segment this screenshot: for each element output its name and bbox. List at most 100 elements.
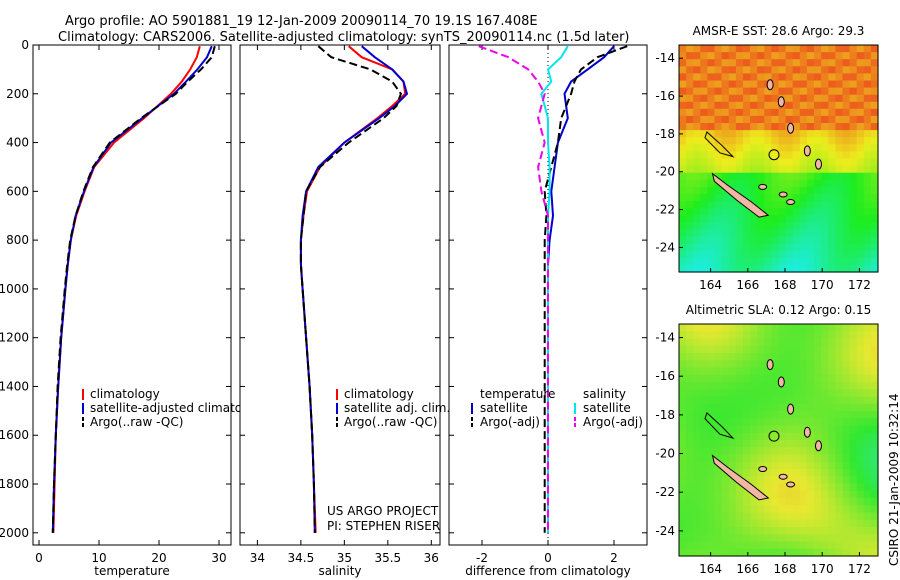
map-cell (721, 519, 730, 528)
land-island (787, 403, 795, 415)
map-cell (863, 243, 872, 252)
map-cell (863, 498, 872, 506)
map-cell (870, 243, 879, 252)
map-cell (814, 208, 822, 216)
map-cell (870, 87, 879, 96)
map-cell (693, 374, 701, 383)
map-cell (806, 345, 815, 354)
salinity-panel: 34 34.5 35 35.5 36salinityclimatologysatelli… (239, 44, 450, 578)
map-cell (700, 87, 708, 96)
map-cell (728, 115, 737, 124)
map-cell (750, 144, 758, 152)
map-cell (735, 469, 744, 477)
map-cell (828, 172, 836, 181)
map-cell (806, 151, 815, 160)
map-cell (863, 345, 872, 354)
map-cell (849, 229, 858, 238)
map-cell (785, 527, 794, 535)
map-cell (743, 425, 751, 434)
map-cell (714, 194, 723, 202)
map-cell (693, 527, 701, 535)
map-cell (792, 374, 801, 383)
map-cell (764, 367, 772, 376)
map-cell (714, 418, 723, 427)
map-cell (778, 541, 787, 550)
map-cell (728, 179, 737, 188)
map-cell (750, 94, 758, 103)
map-cell (821, 123, 829, 131)
map-cell (835, 461, 844, 470)
map-cell (735, 461, 744, 470)
map-cell (700, 101, 708, 110)
map-cell (814, 403, 822, 412)
map-cell (799, 476, 808, 485)
map-cell (842, 324, 851, 332)
map-cell (806, 418, 815, 427)
map-cell (785, 345, 794, 354)
map-cell (870, 512, 879, 521)
map-cell (743, 476, 751, 485)
map-cell (764, 541, 772, 550)
map-cell (792, 222, 801, 230)
map-cell (870, 151, 879, 160)
map-cell (863, 52, 872, 60)
map-cell (700, 331, 708, 340)
map-cell (870, 324, 879, 332)
map-cell (728, 389, 737, 398)
map-cell (757, 353, 765, 361)
map-cell (721, 418, 730, 427)
map-cell (757, 396, 765, 405)
map-cell (828, 208, 836, 216)
map-cell (778, 194, 787, 202)
map-cell (863, 476, 872, 485)
map-cell (799, 179, 808, 188)
map-cell (856, 250, 865, 259)
map-cell (814, 425, 822, 434)
map-cell (870, 367, 879, 376)
map-cell (835, 144, 844, 152)
map-cell (863, 374, 872, 383)
map-cell (700, 186, 708, 195)
map-cell (828, 243, 836, 252)
map-cell (735, 324, 744, 332)
land-island (803, 426, 811, 438)
map-cell (863, 250, 872, 259)
map-cell (707, 52, 716, 60)
map-cell (728, 123, 737, 131)
map-cell (707, 548, 716, 557)
map-cell (821, 115, 829, 124)
map-cell (842, 425, 851, 434)
map-cell (849, 80, 858, 89)
map-cell (764, 101, 772, 110)
map-cell (735, 80, 744, 89)
map-cell (750, 45, 758, 53)
map-cell (814, 115, 822, 124)
map-cell (771, 498, 780, 506)
map-cell (863, 201, 872, 209)
map-cell (679, 59, 687, 67)
map-cell (849, 151, 858, 160)
map-cell (721, 172, 730, 181)
map-cell (806, 403, 815, 412)
map-cell (714, 123, 723, 131)
land-island (787, 122, 795, 134)
map-cell (771, 324, 780, 332)
map-cell (842, 476, 851, 485)
map-cell (721, 534, 730, 543)
map-cell (821, 66, 829, 74)
map-cell (799, 490, 808, 499)
map-cell (835, 440, 844, 448)
map-cell (792, 505, 801, 514)
map-cell (714, 389, 723, 398)
map-cell (870, 215, 879, 223)
map-cell (863, 367, 872, 376)
map-cell (700, 490, 708, 499)
map-cell (835, 158, 844, 167)
land-island (766, 359, 774, 371)
map-cell (828, 389, 836, 398)
map-cell (714, 324, 723, 332)
map-cell (707, 172, 716, 181)
map-cell (806, 94, 815, 103)
map-cell (679, 151, 687, 160)
map-cell (750, 151, 758, 160)
